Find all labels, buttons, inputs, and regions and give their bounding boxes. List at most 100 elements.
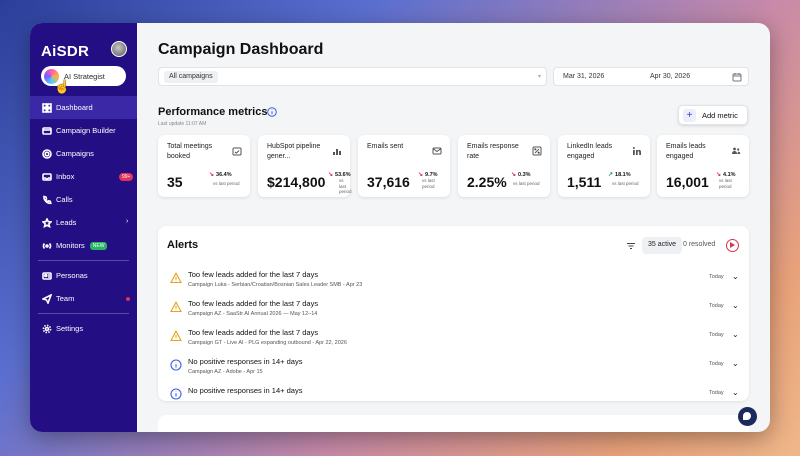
sidebar-item-campaign-builder[interactable]: Campaign Builder: [30, 119, 137, 142]
trend-down-icon: ↘: [511, 172, 517, 178]
new-badge: NEW: [89, 241, 108, 250]
metric-vs-text: vs last period: [339, 178, 352, 194]
mail-icon: [432, 147, 442, 155]
info-icon[interactable]: [267, 107, 277, 117]
sidebar-divider: [38, 260, 129, 261]
inbox-icon: [41, 171, 52, 182]
trend-up-icon: ↗: [608, 172, 614, 178]
alert-subtitle: Campaign AZ - Adobe - Apr 15: [188, 369, 263, 375]
sidebar-item-leads[interactable]: Leads ›: [30, 211, 137, 234]
metric-value: 1,511: [567, 174, 602, 190]
alert-row[interactable]: No positive responses in 14+ days Campai…: [158, 354, 749, 383]
metric-card[interactable]: HubSpot pipeline gener... $214,800 ↘ 53.6…: [258, 135, 352, 197]
trend-down-icon: ↘: [328, 172, 334, 178]
chevron-down-icon[interactable]: ⌄: [732, 359, 739, 368]
performance-title: Performance metrics: [158, 106, 268, 118]
warning-icon: [170, 301, 182, 313]
alert-subtitle: Campaign AZ - SaaStr AI Annual 2026 — Ma…: [188, 311, 318, 317]
calendar-icon: [232, 147, 242, 156]
metric-card[interactable]: Emails leads engaged 16,001 ↘ 4.1% vs las…: [657, 135, 749, 197]
sidebar-item-label: Personas: [56, 271, 88, 280]
info-icon: [170, 359, 182, 371]
sidebar-item-inbox[interactable]: Inbox 99+: [30, 165, 137, 188]
sidebar-item-dashboard[interactable]: Dashboard: [30, 96, 137, 119]
campaign-filter-select[interactable]: All campaigns ▾: [158, 67, 547, 86]
metric-label: Emails response rate: [467, 143, 519, 160]
alert-subtitle: Campaign Luka - Serbian/Croatian/Bosnian…: [188, 282, 363, 288]
chevron-down-icon[interactable]: ⌄: [732, 301, 739, 310]
metric-value: 16,001: [666, 174, 709, 190]
alert-row[interactable]: Too few leads added for the last 7 days …: [158, 296, 749, 325]
percent-icon: [532, 146, 542, 156]
chevron-down-icon[interactable]: ⌄: [732, 388, 739, 397]
sidebar-item-team[interactable]: Team: [30, 287, 137, 310]
sidebar-item-label: Campaign Builder: [56, 126, 116, 135]
grid-icon: [41, 102, 52, 113]
metric-value: 2.25%: [467, 174, 507, 190]
sidebar: AiSDR AI Strategist ☝ Dashboard Campaign…: [30, 23, 137, 432]
active-count-tab[interactable]: 35 active: [642, 237, 683, 254]
alert-time: Today: [709, 390, 724, 396]
linkedin-icon: [632, 147, 641, 155]
add-metric-label: Add metric: [702, 110, 738, 120]
add-metric-button[interactable]: + Add metric: [678, 105, 748, 125]
chevron-right-icon: ›: [126, 218, 129, 225]
metric-card[interactable]: Emails sent 37,616 ↘ 9.7% vs last period: [358, 135, 450, 197]
sidebar-item-monitors[interactable]: Monitors NEW: [30, 234, 137, 257]
filter-icon[interactable]: [626, 241, 636, 251]
alert-time: Today: [709, 361, 724, 367]
metric-label: LinkedIn leads engaged: [567, 143, 613, 160]
alert-row[interactable]: No positive responses in 14+ days Today …: [158, 383, 749, 401]
warning-icon: [170, 330, 182, 342]
avatar[interactable]: [111, 41, 127, 57]
sidebar-item-campaigns[interactable]: Campaigns: [30, 142, 137, 165]
sidebar-divider: [38, 313, 129, 314]
metric-change-value: 4.1%: [723, 172, 736, 178]
sidebar-item-personas[interactable]: Personas: [30, 264, 137, 287]
sidebar-item-label: Campaigns: [56, 149, 94, 158]
sidebar-item-calls[interactable]: Calls: [30, 188, 137, 211]
resolved-count-tab[interactable]: 0 resolved: [683, 241, 716, 248]
date-start: Mar 31, 2026: [563, 73, 605, 80]
next-section-card: [158, 415, 749, 432]
chart-icon: [333, 149, 341, 155]
ai-strategist-button[interactable]: AI Strategist: [41, 66, 126, 86]
alert-row[interactable]: Too few leads added for the last 7 days …: [158, 267, 749, 296]
metric-value: 37,616: [367, 174, 410, 190]
chevron-down-icon[interactable]: ⌄: [732, 330, 739, 339]
alert-row[interactable]: Too few leads added for the last 7 days …: [158, 325, 749, 354]
last-update-text: Last update 11:07 AM: [158, 121, 207, 127]
info-icon: [170, 388, 182, 400]
page-title: Campaign Dashboard: [158, 41, 324, 58]
metric-change: ↘ 53.6%: [328, 171, 351, 178]
metric-change: ↘ 0.3%: [511, 171, 531, 178]
metric-card[interactable]: LinkedIn leads engaged 1,511 ↗ 18.1% vs l…: [558, 135, 650, 197]
metric-vs-text: vs last period: [513, 181, 540, 186]
metric-value: 35: [167, 174, 183, 190]
alert-title: Too few leads added for the last 7 days: [188, 299, 319, 308]
sidebar-item-settings[interactable]: Settings: [30, 317, 137, 340]
sidebar-item-label: Dashboard: [56, 103, 93, 112]
metric-change-value: 18.1%: [615, 172, 631, 178]
sidebar-item-label: Calls: [56, 195, 73, 204]
alerts-panel: Alerts 35 active 0 resolved Too few lead…: [158, 226, 749, 401]
send-icon: [41, 293, 52, 304]
target-icon: [41, 148, 52, 159]
sidebar-item-label: Inbox: [56, 172, 75, 181]
alert-title: Too few leads added for the last 7 days: [188, 328, 319, 337]
alert-time: Today: [709, 274, 724, 280]
alert-title: No positive responses in 14+ days: [188, 357, 303, 366]
play-icon[interactable]: [726, 239, 739, 252]
sidebar-item-label: Team: [56, 294, 75, 303]
chat-support-icon[interactable]: [738, 407, 757, 426]
sidebar-item-label: Leads: [56, 218, 77, 227]
metric-card[interactable]: Total meetings booked 35 ↘ 36.4% vs last …: [158, 135, 250, 197]
chevron-down-icon[interactable]: ⌄: [732, 272, 739, 281]
calendar-icon: [732, 73, 742, 82]
metric-change: ↘ 4.1%: [716, 171, 736, 178]
metric-card[interactable]: Emails response rate 2.25% ↘ 0.3% vs last…: [458, 135, 550, 197]
metrics-row: Total meetings booked 35 ↘ 36.4% vs last …: [158, 135, 749, 197]
date-range-picker[interactable]: Mar 31, 2026 Apr 30, 2026: [553, 67, 749, 86]
hand-cursor-icon: ☝: [54, 79, 71, 94]
star-icon: [41, 217, 52, 228]
